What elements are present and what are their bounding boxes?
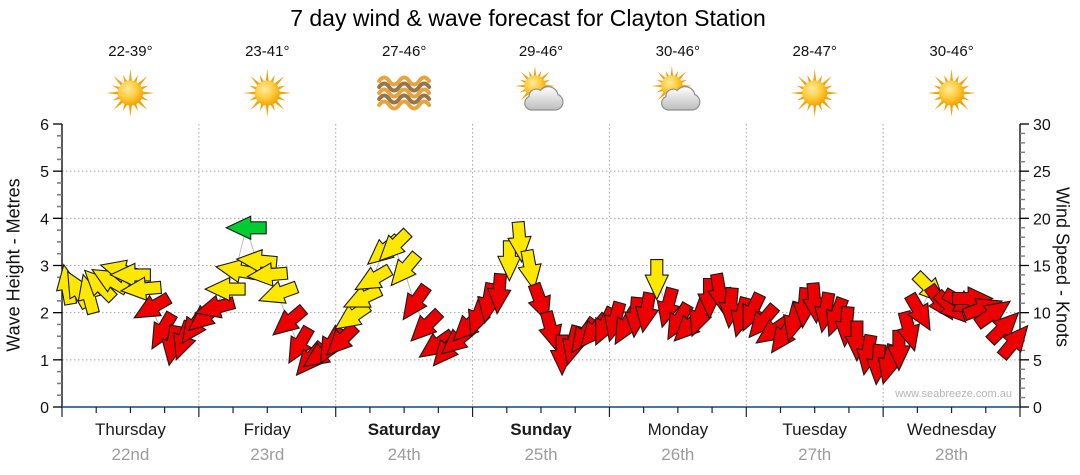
wind-arrow (354, 263, 394, 291)
chart-title: 7 day wind & wave forecast for Clayton S… (290, 5, 766, 31)
day-date-label: 23rd (250, 445, 284, 464)
wind-arrow (742, 291, 767, 332)
day-date-label: 27th (798, 445, 831, 464)
day-temp-label: 23-41° (245, 43, 289, 60)
wind-arrow (517, 248, 542, 292)
wind-arrow (402, 282, 432, 321)
day-date-label: 24th (388, 445, 421, 464)
wind-arrow (119, 276, 163, 301)
wind-axis-tick-label: 20 (1033, 211, 1051, 228)
wave-axis-tick-label: 3 (40, 259, 49, 276)
wave-axis-tick-label: 5 (40, 164, 49, 181)
wave-axis-tick-label: 6 (40, 117, 49, 134)
day-temp-label: 29-46° (519, 43, 563, 60)
wind-arrow (886, 329, 912, 372)
waves-icon (377, 75, 432, 111)
day-name-label: Wednesday (907, 420, 997, 439)
wind-arrow (644, 259, 670, 301)
day-name-label: Thursday (95, 420, 166, 439)
day-name-label: Monday (648, 420, 709, 439)
wind-arrow (985, 311, 1020, 346)
day-name-label: Tuesday (782, 420, 847, 439)
wind-arrow (973, 300, 1012, 330)
day-date-label: 22nd (112, 445, 150, 464)
wind-arrow (390, 250, 423, 287)
wind-arrow (224, 215, 267, 241)
wind-arrow (656, 286, 681, 329)
wave-axis-tick-label: 1 (40, 353, 49, 370)
day-temp-label: 22-39° (108, 43, 152, 60)
wind-arrow (718, 286, 744, 330)
sunny-icon (927, 69, 976, 117)
day-date-label: 25th (524, 445, 557, 464)
sunny-icon (243, 69, 292, 117)
partly-cloudy-icon (514, 65, 564, 111)
wind-arrow (378, 227, 413, 262)
partly-cloudy-icon (651, 65, 701, 111)
wind-arrow (272, 303, 309, 336)
wind-arrow (410, 307, 445, 342)
day-temp-label: 30-46° (656, 43, 700, 60)
day-name-label: Friday (244, 420, 292, 439)
wind-axis-tick-label: 30 (1033, 117, 1051, 134)
wind-arrow (288, 324, 315, 365)
wind-axis-tick-label: 10 (1033, 306, 1051, 323)
wave-axis-tick-label: 2 (40, 306, 49, 323)
wave-axis-tick-label: 0 (40, 400, 49, 417)
sunny-icon (790, 69, 839, 117)
day-temp-label: 28-47° (793, 43, 837, 60)
sunny-icon (106, 69, 155, 117)
wind-arrow (904, 291, 931, 332)
wind-axis-tick-label: 5 (1033, 353, 1042, 370)
wind-arrow (486, 272, 512, 316)
wind-arrow (133, 291, 173, 319)
day-temp-label: 30-46° (929, 43, 973, 60)
wind-arrow (844, 320, 870, 363)
day-date-label: 28th (935, 445, 968, 464)
wind-arrow (996, 324, 1029, 361)
day-temp-label: 27-46° (382, 43, 426, 60)
wind-arrow (246, 262, 289, 287)
day-date-label: 26th (661, 445, 694, 464)
watermark: www.seabreeze.com.au (895, 388, 1012, 400)
wind-arrow (634, 291, 660, 334)
wind-arrow (203, 276, 246, 302)
day-name-label: Sunday (510, 420, 572, 439)
wind-axis-tick-label: 25 (1033, 164, 1051, 181)
wind-axis-tick-label: 15 (1033, 259, 1051, 276)
wind-arrow (257, 280, 300, 304)
wind-axis-tick-label: 0 (1033, 400, 1042, 417)
wind-arrow (896, 309, 921, 353)
wave-axis-tick-label: 4 (40, 211, 49, 228)
day-name-label: Saturday (368, 420, 441, 439)
